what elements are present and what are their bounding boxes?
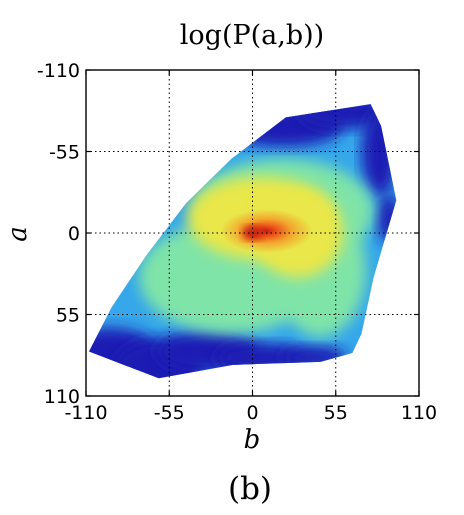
x-axis-label: b	[244, 425, 261, 455]
y-axis-ticks: -110 -55 0 55 110	[37, 60, 419, 408]
x-axis-ticks: -110 -55 0 55 110	[64, 70, 437, 424]
chart-title: log(P(a,b))	[180, 20, 324, 51]
y-tick-label: 55	[56, 305, 80, 327]
y-tick-label: 110	[44, 386, 80, 408]
y-tick-label: -110	[37, 60, 80, 82]
y-tick-label: -55	[49, 142, 80, 164]
x-tick-label: -110	[64, 402, 107, 424]
y-axis-label: a	[3, 226, 33, 242]
grid-lines	[86, 70, 419, 396]
x-tick-label: -55	[154, 402, 185, 424]
x-tick-label: 0	[246, 402, 258, 424]
x-tick-label: 110	[401, 402, 437, 424]
y-tick-label: 0	[68, 223, 80, 245]
heat-blob-6	[297, 104, 389, 130]
heat-ridge	[220, 209, 313, 253]
figure-caption: (b)	[228, 471, 272, 507]
x-tick-label: 55	[324, 402, 348, 424]
